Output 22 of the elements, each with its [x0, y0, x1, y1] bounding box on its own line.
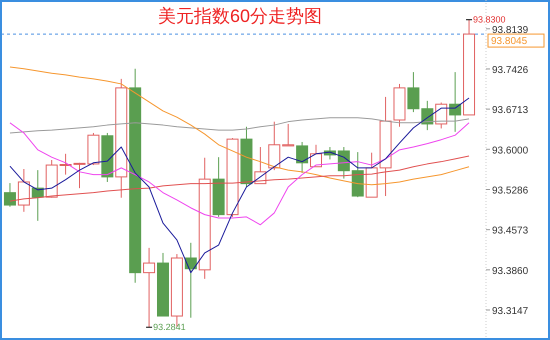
- y-tick-label: 93.3860: [492, 266, 529, 277]
- candlestick: [143, 247, 156, 328]
- candlestick: [4, 182, 16, 208]
- candlestick: [407, 72, 420, 113]
- line-series: [9, 98, 470, 274]
- y-tick-label: 93.6713: [492, 105, 529, 116]
- y-tick-label: 93.6000: [492, 145, 529, 156]
- y-tick-label: 93.4573: [492, 226, 529, 237]
- candlestick: [449, 72, 462, 132]
- candlestick: [74, 162, 86, 189]
- line-series: [9, 66, 470, 186]
- y-tick-label: 93.7426: [492, 64, 529, 76]
- annotation: 93.2841: [153, 322, 186, 332]
- y-tick-label: 93.5286: [492, 186, 529, 197]
- candlestick: [296, 141, 308, 174]
- chart-title: 美元指数60分走势图: [158, 6, 322, 26]
- y-tick-label: 93.8139: [492, 24, 529, 36]
- candlestick: [18, 168, 30, 212]
- y-tick-label: 93.3147: [492, 306, 529, 317]
- line-series: [9, 122, 470, 226]
- ref-line-label: 93.8045: [491, 36, 528, 48]
- annotation: 93.8300: [473, 14, 506, 25]
